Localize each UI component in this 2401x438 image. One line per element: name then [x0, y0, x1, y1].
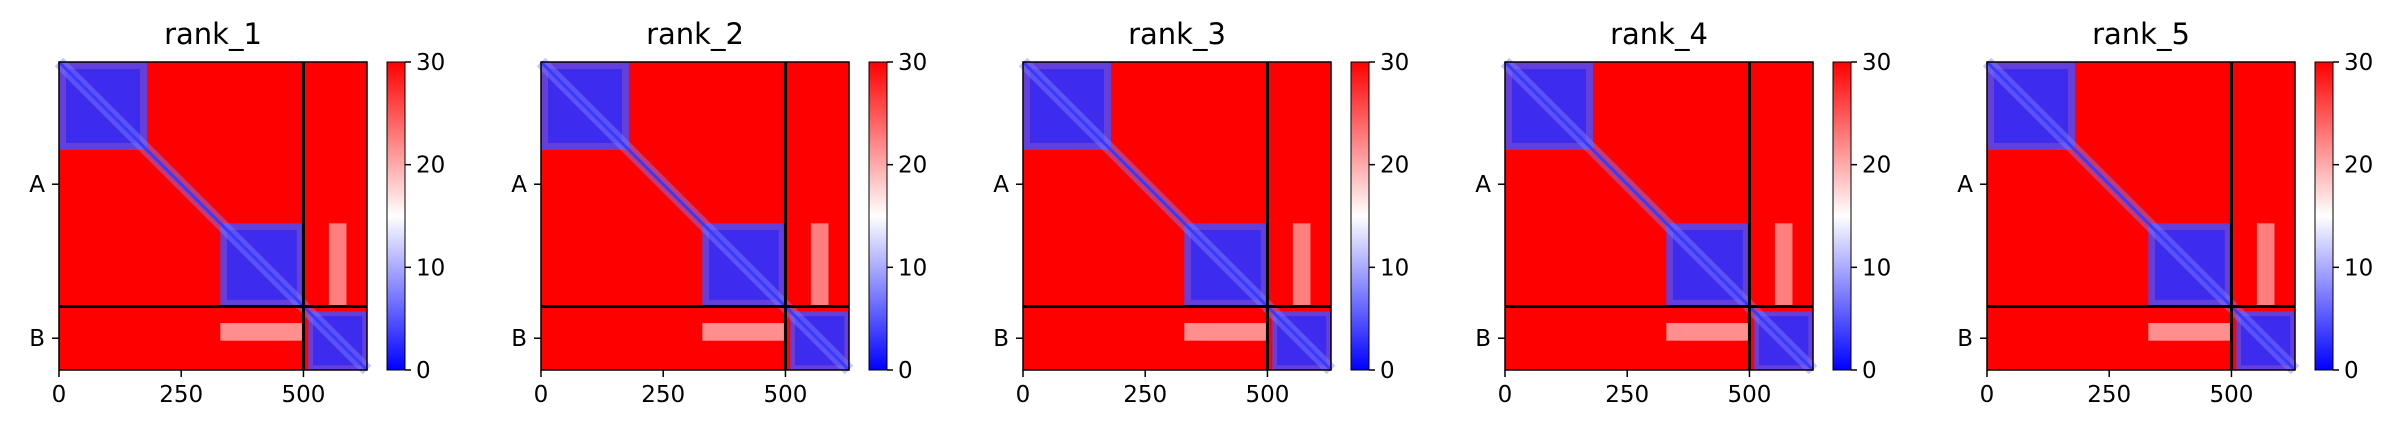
- colorbar-tick-label: 30: [2344, 50, 2373, 76]
- x-tick-label: 250: [1123, 382, 1167, 408]
- colorbar: [1832, 61, 1852, 371]
- colorbar-tick-label: 30: [1862, 50, 1891, 76]
- heatmap-panel-4: rank_4 0 250 500 A B 0 10 20 30: [1475, 17, 1891, 408]
- colorbar-tick-label: 20: [898, 153, 927, 179]
- diagonal-line: [57, 60, 369, 372]
- colorbar: [868, 61, 888, 371]
- interface-patch-upper-1: [328, 223, 347, 307]
- x-tick-label: 0: [1016, 382, 1031, 408]
- colorbar-tick-label: 30: [1380, 50, 1409, 76]
- interface-patch-lower-1: [2148, 323, 2232, 341]
- y-tick-label: B: [511, 326, 527, 352]
- panel-title: rank_4: [1610, 17, 1708, 51]
- colorbar: [1350, 61, 1370, 371]
- colorbar-tick-label: 10: [898, 255, 927, 281]
- x-tick-label: 0: [52, 382, 67, 408]
- colorbar-tick-label: 10: [2344, 255, 2373, 281]
- axes-frame: [58, 61, 368, 371]
- interface-patch-upper-1: [810, 223, 829, 307]
- colorbar-tick-label: 0: [898, 358, 913, 384]
- axes-frame: [1504, 61, 1814, 371]
- x-tick-label: 500: [763, 382, 807, 408]
- colorbar-tick-label: 10: [1862, 255, 1891, 281]
- interface-patch-upper-1: [1774, 223, 1793, 307]
- colorbar-tick-label: 0: [1862, 358, 1877, 384]
- heatmap-panel-5: rank_5 0 250 500 A B 0 10 20 30: [1957, 17, 2373, 408]
- diagonal-line: [1503, 60, 1815, 372]
- diagonal-band: [536, 57, 854, 375]
- heatmap-panel-2: rank_2 0 250 500 A B 0 10 20 30: [511, 17, 927, 408]
- colorbar-tick-label: 20: [1380, 153, 1409, 179]
- y-tick-label: A: [1957, 172, 1973, 198]
- diagonal-line: [539, 60, 851, 372]
- colorbar: [386, 61, 406, 371]
- panel-title: rank_2: [646, 17, 744, 51]
- diagonal-line: [1021, 60, 1333, 372]
- panel-title: rank_1: [164, 17, 262, 51]
- y-tick-label: A: [511, 172, 527, 198]
- diagonal-band: [1018, 57, 1336, 375]
- y-tick-label: B: [1957, 326, 1973, 352]
- panel-title: rank_5: [2092, 17, 2190, 51]
- colorbar-tick-label: 30: [898, 50, 927, 76]
- interface-patch-upper-1: [1292, 223, 1311, 307]
- x-tick-label: 500: [1727, 382, 1771, 408]
- colorbar-tick-label: 20: [1862, 153, 1891, 179]
- interface-patch-upper-1: [2256, 223, 2275, 307]
- diagonal-line: [1985, 60, 2297, 372]
- interface-patch-lower-1: [1184, 323, 1268, 341]
- axes-frame: [1986, 61, 2296, 371]
- x-tick-label: 250: [2087, 382, 2131, 408]
- y-tick-label: A: [1475, 172, 1491, 198]
- x-tick-label: 0: [534, 382, 549, 408]
- x-tick-label: 500: [1245, 382, 1289, 408]
- y-tick-label: B: [993, 326, 1009, 352]
- x-tick-label: 0: [1980, 382, 1995, 408]
- panel-title: rank_3: [1128, 17, 1226, 51]
- colorbar-tick-label: 20: [2344, 153, 2373, 179]
- axes-frame: [1022, 61, 1332, 371]
- interface-patch-lower-1: [1666, 323, 1750, 341]
- x-tick-label: 500: [2209, 382, 2253, 408]
- colorbar-tick-label: 0: [2344, 358, 2359, 384]
- y-tick-label: A: [993, 172, 1009, 198]
- y-tick-label: B: [29, 326, 45, 352]
- colorbar-tick-label: 0: [416, 358, 431, 384]
- diagonal-band: [54, 57, 372, 375]
- interface-patch-lower-1: [702, 323, 786, 341]
- y-tick-label: B: [1475, 326, 1491, 352]
- x-tick-label: 0: [1498, 382, 1513, 408]
- axes-frame: [540, 61, 850, 371]
- x-tick-label: 250: [159, 382, 203, 408]
- y-tick-label: A: [29, 172, 45, 198]
- diagonal-band: [1500, 57, 1818, 375]
- diagonal-band: [1982, 57, 2300, 375]
- heatmap-panel-3: rank_3 0 250 500 A B 0 10 20 30: [993, 17, 1409, 408]
- colorbar: [2314, 61, 2334, 371]
- x-tick-label: 500: [281, 382, 325, 408]
- x-tick-label: 250: [1605, 382, 1649, 408]
- heatmap-panel-1: rank_1 0 250 500 A B 0 10 20 30: [29, 17, 445, 408]
- colorbar-tick-label: 10: [416, 255, 445, 281]
- colorbar-tick-label: 20: [416, 153, 445, 179]
- colorbar-tick-label: 0: [1380, 358, 1395, 384]
- colorbar-tick-label: 30: [416, 50, 445, 76]
- interface-patch-lower-1: [220, 323, 304, 341]
- colorbar-tick-label: 10: [1380, 255, 1409, 281]
- x-tick-label: 250: [641, 382, 685, 408]
